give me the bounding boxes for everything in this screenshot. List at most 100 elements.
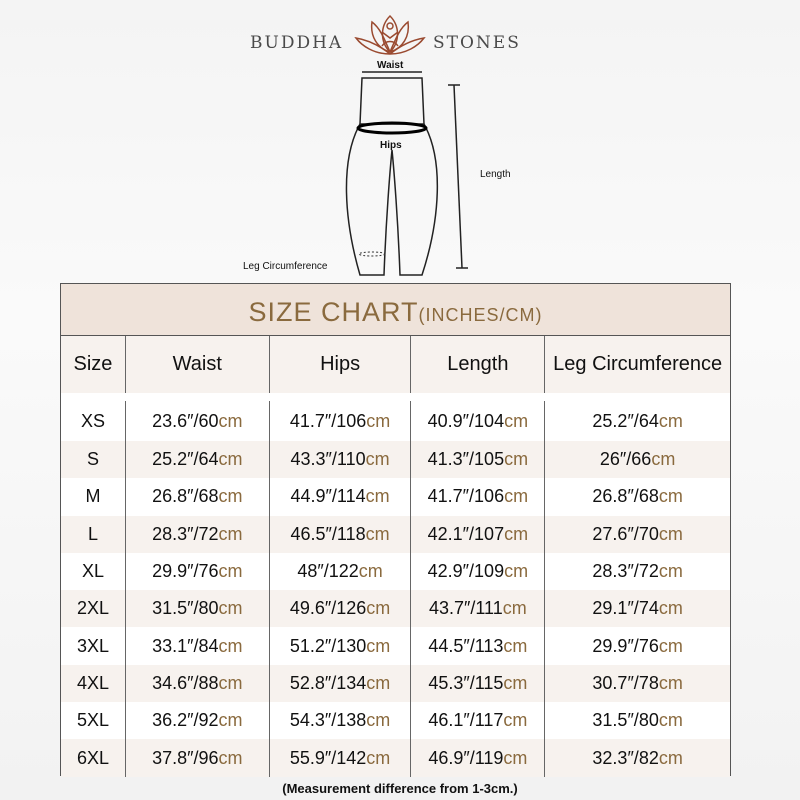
value-cell: 33.1″/84 cm: [126, 627, 270, 665]
size-chart-table: SIZE CHART(INCHES/CM) Size Waist Hips Le…: [60, 283, 731, 777]
header-hips: Hips: [270, 336, 412, 393]
size-cell: 5XL: [61, 702, 126, 740]
hips-label: Hips: [380, 140, 402, 151]
value-cell: 41.7″/106 cm: [411, 478, 546, 516]
table-row: 6XL 37.8″/96 cm 55.9″/142 cm 46.9″/119 cm 32.3″…: [61, 739, 730, 777]
value-cell: 46.5″/118 cm: [270, 515, 412, 553]
value-cell: 42.9″/109 cm: [411, 552, 546, 591]
unit-cm: cm: [658, 635, 683, 656]
unit-cm: cm: [218, 598, 243, 619]
table-row: 4XL 34.6″/88 cm 52.8″/134 cm 45.3″/115 cm 30.7″…: [61, 664, 730, 703]
unit-cm: cm: [658, 747, 683, 768]
inch-value: 54.3″/138: [289, 710, 367, 731]
inch-value: 41.3″/105: [427, 449, 505, 470]
measurement-note: (Measurement difference from 1-3cm.): [282, 781, 518, 796]
value-cell: 46.1″/117 cm: [411, 702, 546, 740]
unit-cm: cm: [503, 635, 528, 656]
inch-value: 43.7″/111: [428, 598, 503, 619]
inch-value: 37.8″/96: [152, 747, 219, 768]
leg-label: Leg Circumference: [243, 261, 328, 272]
inch-value: 29.9″/76: [152, 561, 219, 582]
value-cell: 46.9″/119 cm: [411, 739, 546, 777]
header-size: Size: [61, 336, 126, 393]
inch-value: 30.7″/78: [592, 672, 659, 693]
value-cell: 25.2″/64 cm: [545, 401, 730, 441]
inch-value: 42.9″/109: [427, 561, 505, 582]
header-row: Size Waist Hips Length Leg Circumference: [61, 336, 730, 393]
brand-right: STONES: [433, 33, 521, 53]
value-cell: 44.9″/114 cm: [270, 478, 412, 516]
unit-cm: cm: [366, 747, 391, 768]
size-cell: XS: [61, 401, 126, 441]
unit-cm: cm: [658, 523, 683, 544]
inch-value: 32.3″/82: [592, 747, 659, 768]
inch-value: 31.5″/80: [592, 710, 659, 731]
value-cell: 45.3″/115 cm: [411, 664, 546, 703]
inch-value: 48″/122: [297, 561, 359, 582]
title-unit: (INCHES/CM): [418, 305, 543, 325]
unit-cm: cm: [218, 747, 243, 768]
inch-value: 52.8″/134: [289, 672, 367, 693]
unit-cm: cm: [658, 672, 683, 693]
value-cell: 44.5″/113 cm: [411, 627, 546, 665]
unit-cm: cm: [503, 672, 528, 693]
value-cell: 41.7″/106 cm: [270, 401, 412, 441]
inch-value: 46.5″/118: [290, 523, 366, 544]
inch-value: 26.8″/68: [152, 486, 219, 507]
inch-value: 46.9″/119: [428, 747, 504, 768]
brand-left: BUDDHA: [250, 33, 344, 53]
unit-cm: cm: [366, 672, 391, 693]
value-cell: 34.6″/88 cm: [126, 664, 270, 703]
value-cell: 30.7″/78 cm: [545, 665, 730, 702]
unit-cm: cm: [658, 486, 683, 507]
inch-value: 51.2″/130: [289, 635, 367, 656]
table-row: L 28.3″/72 cm 46.5″/118 cm 42.1″/107 cm 27.6″/7…: [61, 515, 730, 553]
header-length: Length: [411, 336, 546, 393]
unit-cm: cm: [218, 523, 243, 544]
header-waist: Waist: [126, 336, 270, 393]
value-cell: 27.6″/70 cm: [545, 516, 730, 553]
inch-value: 25.2″/64: [592, 410, 659, 431]
waist-label: Waist: [377, 60, 404, 71]
unit-cm: cm: [658, 710, 683, 731]
inch-value: 42.1″/107: [427, 523, 505, 544]
inch-value: 28.3″/72: [152, 523, 219, 544]
value-cell: 25.2″/64 cm: [126, 441, 270, 479]
value-cell: 23.6″/60 cm: [126, 401, 270, 441]
unit-cm: cm: [504, 523, 529, 544]
unit-cm: cm: [365, 486, 390, 507]
inch-value: 41.7″/106: [427, 486, 505, 507]
value-cell: 26.8″/68 cm: [126, 478, 270, 516]
value-cell: 49.6″/126 cm: [270, 590, 412, 628]
value-cell: 54.3″/138 cm: [270, 702, 412, 740]
unit-cm: cm: [658, 598, 683, 619]
value-cell: 31.5″/80 cm: [126, 590, 270, 628]
value-cell: 28.3″/72 cm: [126, 515, 270, 553]
inch-value: 26.8″/68: [592, 486, 659, 507]
table-row: 3XL 33.1″/84 cm 51.2″/130 cm 44.5″/113 cm 29.9″…: [61, 627, 730, 665]
unit-cm: cm: [365, 523, 390, 544]
value-cell: 31.5″/80 cm: [545, 702, 730, 739]
inch-value: 31.5″/80: [152, 598, 219, 619]
value-cell: 36.2″/92 cm: [126, 702, 270, 740]
unit-cm: cm: [503, 747, 528, 768]
table-row: S 25.2″/64 cm 43.3″/110 cm 41.3″/105 cm 26″/66 c…: [61, 441, 730, 479]
size-cell: 3XL: [61, 627, 126, 665]
unit-cm: cm: [218, 410, 243, 431]
table-title: SIZE CHART(INCHES/CM): [61, 284, 730, 336]
inch-value: 45.3″/115: [428, 672, 504, 693]
size-cell: XL: [61, 552, 126, 591]
inch-value: 40.9″/104: [427, 410, 505, 431]
table-row: M 26.8″/68 cm 44.9″/114 cm 41.7″/106 cm 26.8″/6…: [61, 478, 730, 516]
unit-cm: cm: [502, 598, 527, 619]
inch-value: 34.6″/88: [152, 672, 219, 693]
inch-value: 28.3″/72: [592, 561, 659, 582]
table-row: 5XL 36.2″/92 cm 54.3″/138 cm 46.1″/117 cm 31.5″…: [61, 702, 730, 740]
unit-cm: cm: [504, 486, 529, 507]
inch-value: 49.6″/126: [289, 598, 367, 619]
header-leg: Leg Circumference: [553, 353, 723, 375]
unit-cm: cm: [366, 598, 391, 619]
unit-cm: cm: [366, 635, 391, 656]
value-cell: 51.2″/130 cm: [270, 627, 412, 665]
inch-value: 43.3″/110: [290, 449, 366, 470]
